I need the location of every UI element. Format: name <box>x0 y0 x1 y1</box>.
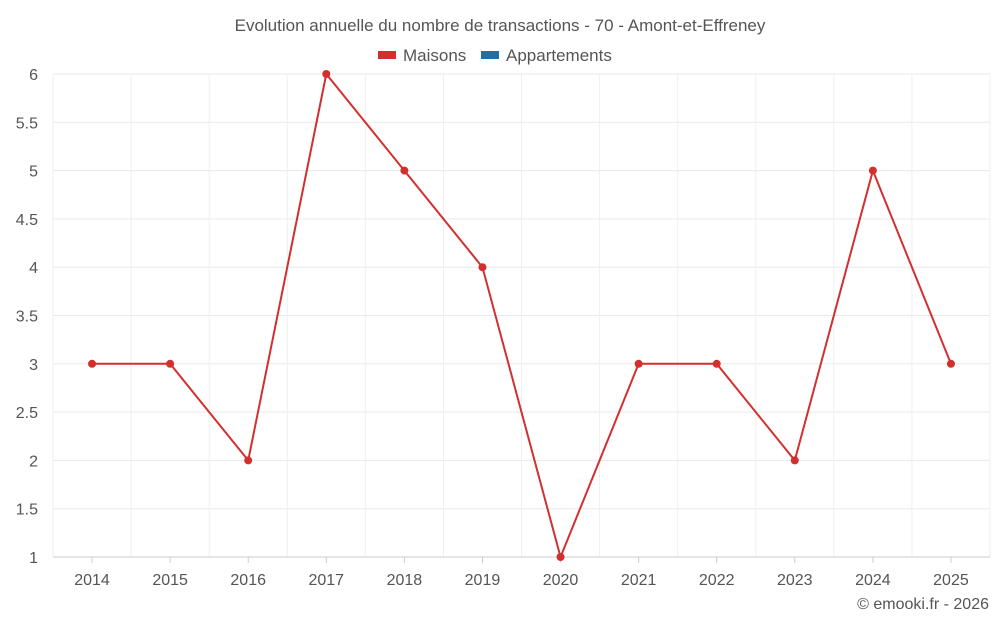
data-point[interactable] <box>322 70 331 78</box>
y-tick-label: 6 <box>29 67 38 84</box>
legend-swatch-maisons <box>378 51 396 59</box>
y-tick-label: 4.5 <box>16 212 38 229</box>
series-line-maisons <box>92 73 952 558</box>
data-point[interactable] <box>790 456 799 465</box>
y-tick-label: 5.5 <box>16 115 38 132</box>
x-tick-label: 2025 <box>933 572 969 589</box>
y-tick-label: 2 <box>29 453 38 470</box>
x-tick-label: 2019 <box>465 572 501 589</box>
x-tick-label: 2022 <box>699 572 735 589</box>
data-point[interactable] <box>166 359 175 368</box>
legend-label-appartements[interactable]: Appartements <box>506 46 612 65</box>
axes: 1 1.5 2 2.5 3 3.5 4 4.5 5 5.5 6 2014 2015 2016 2017 201… <box>16 67 990 589</box>
y-tick-label: 4 <box>29 260 38 277</box>
data-point[interactable] <box>634 359 643 368</box>
data-point[interactable] <box>712 359 721 368</box>
x-tick-label: 2018 <box>387 572 423 589</box>
data-point[interactable] <box>868 166 877 175</box>
y-tick-label: 3.5 <box>16 309 38 326</box>
x-tick-label: 2014 <box>74 572 110 589</box>
data-point[interactable] <box>478 263 487 272</box>
y-tick-label: 1.5 <box>16 502 38 519</box>
y-tick-label: 2.5 <box>16 405 38 422</box>
data-point[interactable] <box>556 553 565 561</box>
x-tick-label: 2024 <box>855 572 891 589</box>
x-tick-label: 2020 <box>543 572 579 589</box>
grid <box>52 73 991 558</box>
x-tick-label: 2023 <box>777 572 813 589</box>
data-point[interactable] <box>88 359 97 368</box>
x-tick-label: 2021 <box>621 572 657 589</box>
credit: © emooki.fr - 2026 <box>857 596 989 613</box>
y-tick-label: 3 <box>29 357 38 374</box>
data-point[interactable] <box>400 166 409 175</box>
data-point[interactable] <box>244 456 253 465</box>
y-tick-label: 1 <box>29 550 38 567</box>
x-tick-label: 2016 <box>230 572 266 589</box>
legend-swatch-appartements <box>481 51 499 59</box>
chart-title: Evolution annuelle du nombre de transact… <box>235 16 766 35</box>
data-point[interactable] <box>946 359 955 368</box>
legend-label-maisons[interactable]: Maisons <box>403 46 466 65</box>
x-tick-label: 2017 <box>308 572 344 589</box>
y-tick-label: 5 <box>29 164 38 181</box>
x-tick-label: 2015 <box>152 572 188 589</box>
series-maisons <box>88 70 955 561</box>
legend: Maisons Appartements <box>378 46 612 65</box>
